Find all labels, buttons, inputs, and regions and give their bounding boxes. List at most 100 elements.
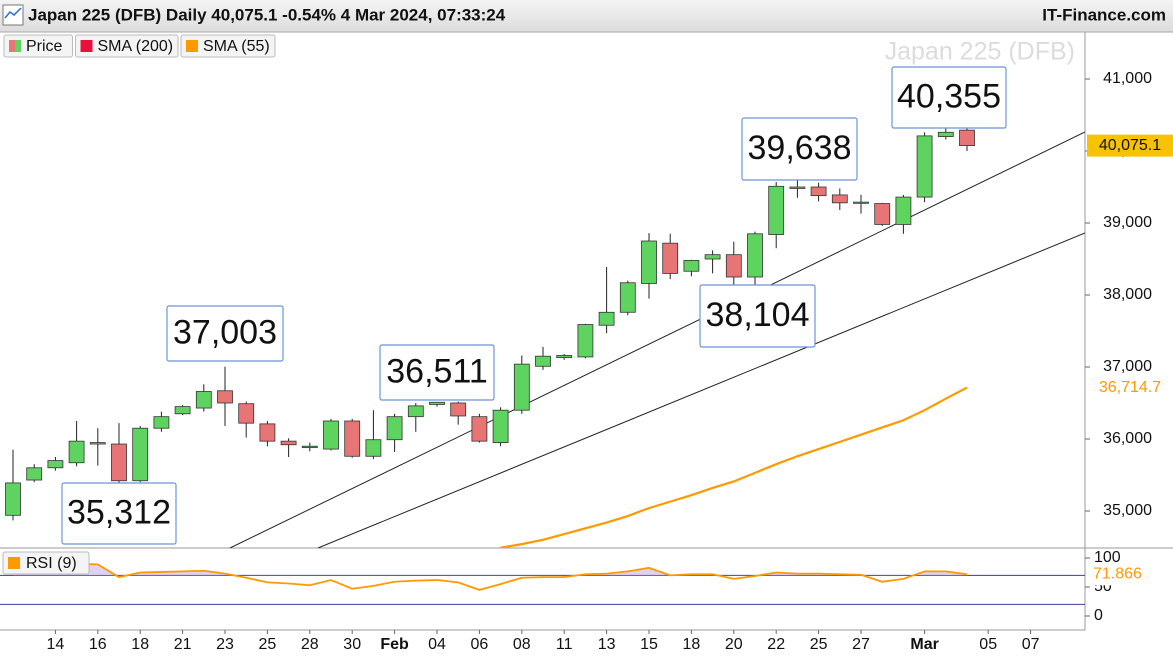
x-tick-label: 25 xyxy=(810,636,828,653)
candle-body xyxy=(89,442,106,445)
annotation-label: 35,312 xyxy=(67,493,171,531)
site-name: IT-Finance.com xyxy=(1042,5,1166,24)
candle-body xyxy=(471,416,488,442)
candle-body xyxy=(959,129,975,147)
candle-body xyxy=(556,355,573,359)
x-tick-label: 05 xyxy=(979,636,997,653)
x-tick-label: 27 xyxy=(852,636,870,653)
rsi-legend-swatch xyxy=(8,557,20,569)
candle-body xyxy=(47,460,64,469)
candle-body xyxy=(810,186,827,197)
candle-body xyxy=(492,409,509,443)
x-tick-label: 04 xyxy=(428,636,446,653)
trendline xyxy=(317,232,1085,548)
demo-icon xyxy=(2,4,24,26)
candle-body xyxy=(280,440,297,446)
annotation-label: 37,003 xyxy=(173,313,277,351)
annotation-box xyxy=(379,344,495,401)
candle-body xyxy=(365,439,382,457)
x-tick-label: 30 xyxy=(343,636,361,653)
candle-body xyxy=(831,194,848,204)
candle-body xyxy=(301,445,318,449)
candle-body xyxy=(535,355,551,367)
header-bar xyxy=(0,0,1173,32)
x-tick-label: Feb xyxy=(380,636,409,653)
legend-label: Price xyxy=(26,38,63,55)
legend-button xyxy=(3,34,73,58)
y-tick-label: 37,000 xyxy=(1103,358,1152,375)
candle-body xyxy=(429,401,445,405)
candle-body xyxy=(5,482,21,516)
legend-label: SMA (200) xyxy=(98,38,174,55)
rsi-tag: 71.866 xyxy=(1093,566,1142,583)
candle-body xyxy=(768,185,785,235)
x-tick-label: Mar xyxy=(910,636,938,653)
sma-55-line xyxy=(500,386,968,548)
y-tick-label: 41,000 xyxy=(1103,70,1152,87)
x-tick-label: 23 xyxy=(216,636,234,653)
candle-body xyxy=(174,406,191,415)
candle-body xyxy=(874,203,891,225)
annotation-box xyxy=(891,66,1007,129)
annotation-label: 36,511 xyxy=(386,352,487,390)
candle-body xyxy=(895,196,912,225)
rsi-y-tick-label: 100 xyxy=(1094,549,1121,566)
y-tick-label: 38,000 xyxy=(1103,286,1152,303)
x-tick-label: 13 xyxy=(598,636,616,653)
legend-item[interactable]: SMA (55) xyxy=(180,34,276,58)
x-tick-label: 11 xyxy=(556,636,573,653)
header-title: Japan 225 (DFB) Daily 40,075.1 -0.54% 4 … xyxy=(28,5,506,24)
x-tick-label: 25 xyxy=(259,636,277,653)
annotation-label: 38,104 xyxy=(706,296,810,334)
legend-button xyxy=(180,34,276,58)
candle-body xyxy=(916,135,933,198)
y-tick-label: 35,000 xyxy=(1103,502,1152,519)
candle-body xyxy=(789,186,806,189)
rsi-overbought-fill xyxy=(13,563,967,576)
x-tick-label: 16 xyxy=(89,636,107,653)
candle-body xyxy=(153,416,170,429)
x-tick-label: 20 xyxy=(725,636,743,653)
candle-body xyxy=(132,427,149,482)
sma-tag-bg xyxy=(1087,376,1173,399)
annotation-box xyxy=(741,117,858,181)
trendlines xyxy=(229,131,1085,548)
price-tag-bg xyxy=(1087,134,1173,157)
candle-body xyxy=(217,390,233,404)
overlay: Price SMA (200) SMA (55) 35,000 36,000 37,000… xyxy=(2,34,1173,653)
sma-tag: 36,714.7 xyxy=(1099,379,1161,396)
x-tick-label: 21 xyxy=(174,636,192,653)
trendline xyxy=(229,131,1085,548)
x-tick-label: 22 xyxy=(767,636,785,653)
price-tag: 40,075.1 xyxy=(1099,137,1161,154)
y-tick-label: 39,000 xyxy=(1103,214,1152,231)
legend-swatch xyxy=(15,40,21,52)
rsi-panel xyxy=(0,562,1085,605)
candle-body xyxy=(26,467,43,481)
rsi-tag-bg xyxy=(1087,563,1157,586)
candle-body xyxy=(577,324,594,358)
candle-body xyxy=(238,403,255,424)
annotation-box xyxy=(166,305,284,362)
annotation-box xyxy=(699,284,816,348)
candle-body xyxy=(386,416,403,441)
price-panel xyxy=(5,125,975,548)
candle-body xyxy=(111,443,127,482)
x-tick-label: 07 xyxy=(1022,636,1040,653)
annotation-label: 40,355 xyxy=(897,77,1001,115)
rsi-line xyxy=(12,562,968,591)
x-tick-label: 08 xyxy=(513,636,531,653)
candle-body xyxy=(195,391,212,409)
x-tick-label: 18 xyxy=(683,636,701,653)
legend-item[interactable]: SMA (200) xyxy=(75,34,179,58)
x-tick-label: 28 xyxy=(301,636,319,653)
rsi-y-tick-label: 0 xyxy=(1094,607,1103,624)
rsi-legend-label: RSI (9) xyxy=(26,555,77,572)
candle-body xyxy=(747,233,763,278)
legend-swatch xyxy=(186,40,198,52)
candle-body xyxy=(619,282,636,313)
annotation-label: 39,638 xyxy=(748,129,852,167)
legend-item[interactable]: Price xyxy=(3,34,73,58)
